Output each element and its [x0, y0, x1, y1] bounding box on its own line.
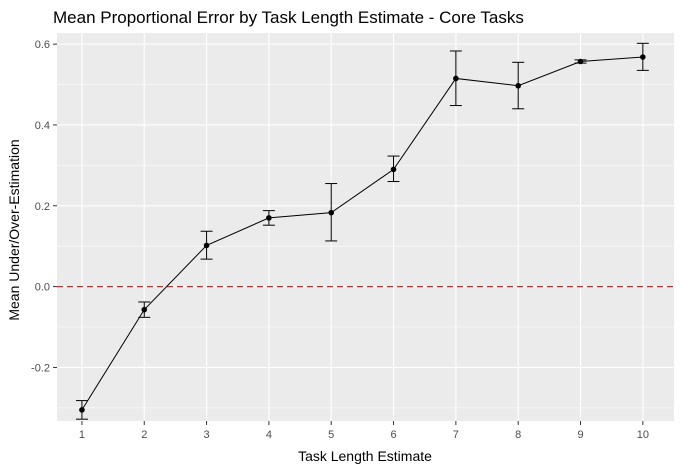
x-tick-label: 3 — [204, 429, 210, 441]
plot-panel — [57, 33, 674, 421]
data-point — [203, 242, 210, 249]
x-tick-label: 9 — [577, 429, 583, 441]
y-tick-label: 0.2 — [35, 201, 50, 213]
x-tick-label: 10 — [637, 429, 649, 441]
error-bars — [75, 42, 649, 420]
y-tick-label: 0.6 — [35, 39, 50, 51]
y-tick-label: -0.2 — [31, 362, 50, 374]
data-point — [79, 407, 85, 413]
x-tick-label: 4 — [266, 429, 272, 441]
data-point — [390, 166, 397, 173]
x-tick-label: 2 — [141, 429, 147, 441]
data-point — [141, 306, 148, 313]
x-tick-label: 7 — [453, 429, 459, 441]
data-point — [266, 215, 272, 221]
data-point — [577, 58, 584, 65]
y-tick-label: 0.4 — [35, 120, 50, 132]
x-tick-label: 1 — [79, 429, 85, 441]
x-tick-label: 5 — [328, 429, 334, 441]
x-axis-title: Task Length Estimate — [298, 448, 432, 464]
x-tick-label: 8 — [515, 429, 521, 441]
data-point — [328, 209, 335, 216]
chart-title: Mean Proportional Error by Task Length E… — [53, 8, 524, 27]
data-point — [640, 54, 646, 60]
y-tick-label: 0.0 — [35, 282, 50, 294]
y-axis: -0.2 0.0 0.2 0.4 0.6 — [31, 39, 57, 374]
data-point — [515, 82, 521, 89]
grid-minor — [57, 84, 674, 409]
x-axis: 1 2 3 4 5 6 7 8 9 10 — [79, 421, 649, 441]
data-point — [453, 75, 459, 82]
x-tick-label: 6 — [390, 429, 396, 441]
y-axis-title: Mean Under/Over-Estimation — [6, 139, 22, 320]
data-points — [79, 54, 646, 413]
series-line — [81, 56, 643, 411]
